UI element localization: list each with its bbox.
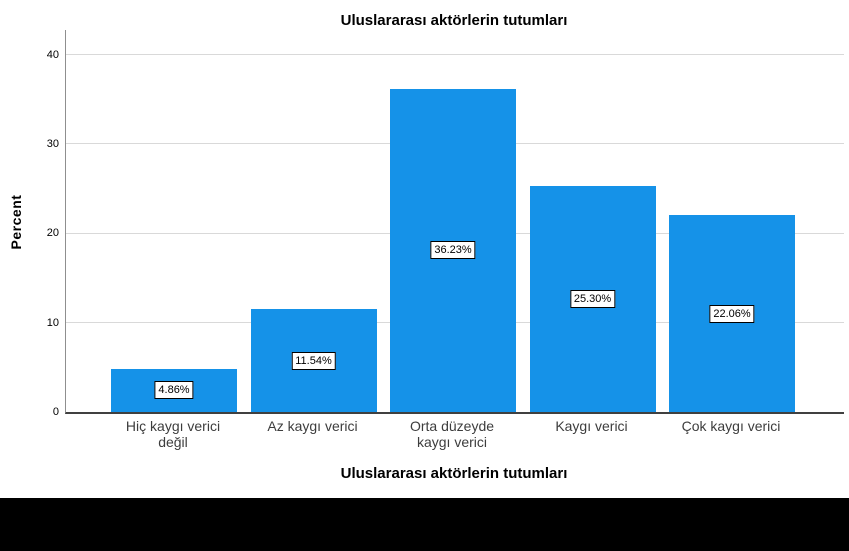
y-axis-title: Percent xyxy=(8,194,24,250)
x-tick-4: Kaygı verici xyxy=(555,418,628,434)
gridline-40 xyxy=(66,54,844,55)
x-tick-3: Orta düzeyde kaygı verici xyxy=(409,418,495,450)
bar-value-label-4: 25.30% xyxy=(569,290,616,309)
y-tick-30: 30 xyxy=(46,138,59,151)
x-tick-1: Hiç kaygı verici değil xyxy=(125,418,221,450)
chart-title: Uluslararası aktörlerin tutumları xyxy=(340,12,568,29)
bar-value-label-2: 11.54% xyxy=(291,351,336,370)
y-tick-0: 0 xyxy=(52,406,59,418)
plot-area: 4.86% 11.54% 36.23% 25.30% 22.06% xyxy=(65,30,844,414)
footer-black-bar xyxy=(0,498,849,551)
x-tick-2: Az kaygı verici xyxy=(267,418,358,434)
x-tick-5: Çok kaygı verici xyxy=(681,418,781,434)
y-tick-10: 10 xyxy=(46,316,59,329)
y-tick-40: 40 xyxy=(46,48,59,61)
x-axis-title: Uluslararası aktörlerin tutumları xyxy=(340,465,568,482)
y-tick-20: 20 xyxy=(46,227,59,240)
bar-value-label-3: 36.23% xyxy=(430,241,476,260)
bar-value-label-1: 4.86% xyxy=(154,381,194,400)
bar-value-label-5: 22.06% xyxy=(709,304,755,323)
